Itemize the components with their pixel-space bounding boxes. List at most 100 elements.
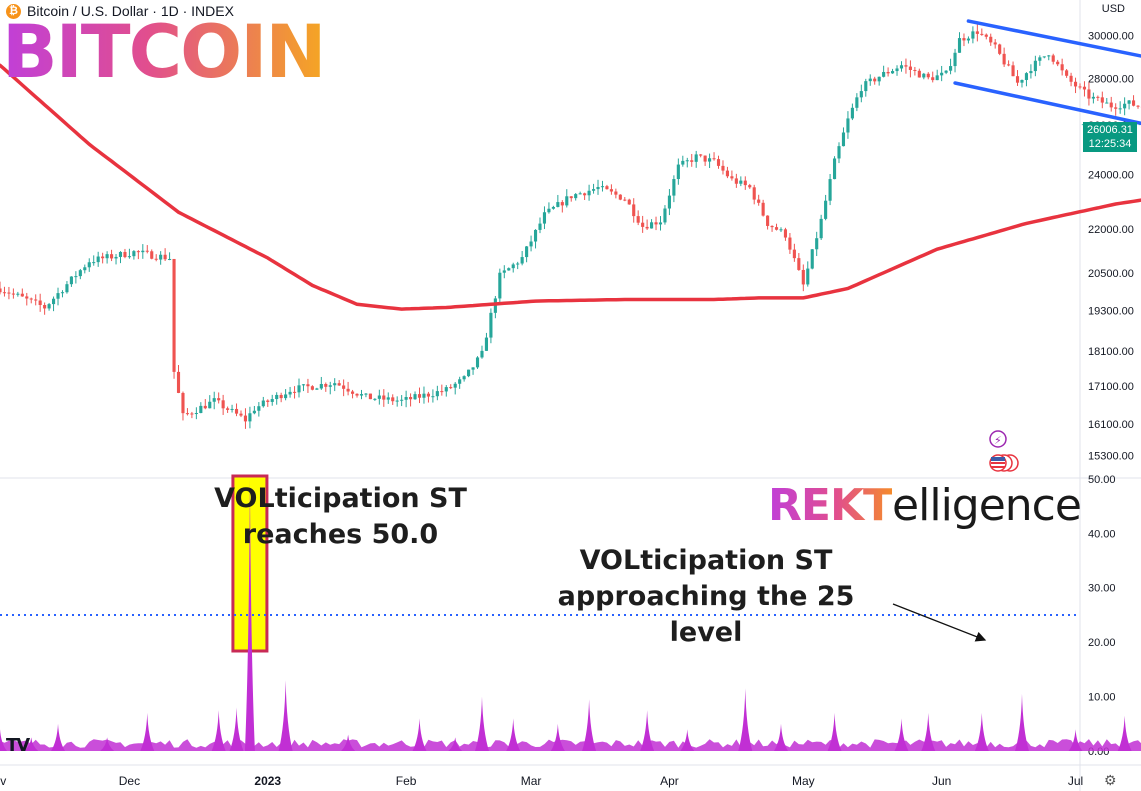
candle-body (1131, 100, 1136, 106)
candle-body (810, 249, 814, 269)
candle-body (891, 71, 895, 74)
volatility-spike (341, 734, 356, 751)
candle-body (145, 250, 149, 252)
candle-body (270, 399, 274, 402)
candle-body (96, 256, 100, 263)
candle-body (342, 385, 346, 389)
candle-body (663, 208, 667, 223)
candle-body (547, 208, 551, 213)
candle-body (87, 262, 91, 268)
candle-body (966, 38, 970, 41)
candle-body (150, 251, 154, 259)
price-tick-label: 22000.00 (1088, 224, 1134, 236)
candle-body (743, 180, 747, 186)
channel-upper-line (966, 19, 1141, 58)
candle-body (788, 237, 792, 250)
candle-body (574, 194, 578, 199)
candle-body (217, 398, 221, 401)
logo-part-elligence: elligence (892, 480, 1082, 531)
candle-body (1118, 108, 1122, 110)
candle-body (681, 160, 685, 165)
flag-stripe (991, 462, 1005, 464)
candle-body (632, 204, 636, 217)
candle-body (243, 415, 248, 422)
candle-body (1051, 55, 1055, 62)
symbol-header[interactable]: ₿ Bitcoin / U.S. Dollar · 1D · INDEX (0, 0, 234, 22)
candle-body (712, 158, 716, 160)
candle-body (993, 42, 997, 45)
symbol-line: Bitcoin / U.S. Dollar · 1D · INDEX (27, 3, 234, 19)
candle-body (560, 202, 564, 206)
candle-body (462, 376, 466, 380)
candle-body (774, 227, 779, 230)
candle-body (551, 206, 555, 209)
candle-body (328, 385, 332, 387)
candle-body (92, 262, 96, 264)
candle-body (351, 391, 355, 394)
candle-body (382, 395, 386, 400)
candle-body (176, 371, 181, 393)
flag-canton (991, 457, 1005, 461)
candle-body (962, 38, 966, 41)
candle-body (20, 293, 24, 297)
candle-body (645, 226, 649, 229)
vol-tick-label: 40.00 (1088, 528, 1116, 540)
time-tick-label: Jul (1068, 774, 1083, 788)
candle-body (1056, 61, 1060, 65)
volatility-spike (229, 707, 244, 751)
candle-body (1096, 96, 1100, 98)
time-tick-label: Mar (521, 774, 542, 788)
candle-body (1011, 65, 1015, 77)
candle-body (623, 199, 627, 201)
candle-body (444, 387, 448, 392)
candle-body (16, 293, 20, 295)
bar-countdown: 12:25:34 (1088, 138, 1132, 150)
candle-body (409, 397, 413, 400)
candle-body (221, 400, 225, 409)
vol-tick-label: 50.00 (1088, 474, 1116, 486)
candle-body (422, 393, 426, 398)
candle-body (38, 300, 42, 306)
time-tick-label: Feb (396, 774, 417, 788)
settings-gear-icon[interactable]: ⚙ (1104, 772, 1117, 788)
candle-body (587, 190, 591, 196)
candle-body (797, 258, 801, 270)
candle-body (65, 284, 69, 293)
candle-body (1047, 55, 1051, 57)
spike-annotation: VOLticipation ST reaches 50.0 (213, 481, 468, 553)
candle-body (694, 154, 698, 162)
price-tick-label: 24000.00 (1088, 170, 1134, 182)
candle-body (51, 298, 56, 305)
volatility-spike (412, 718, 427, 751)
volatility-spike (550, 723, 565, 751)
volatility-spike (100, 737, 115, 751)
candle-body (333, 383, 337, 386)
candle-body (908, 66, 912, 70)
candle-body (440, 391, 444, 393)
candle-body (114, 256, 118, 259)
approach-annotation-line2: approaching the 25 level (557, 581, 855, 648)
candle-body (600, 186, 605, 188)
candle-body (957, 38, 962, 53)
tradingview-watermark: TV (6, 735, 30, 756)
volatility-spike (921, 712, 936, 751)
candle-body (400, 399, 404, 401)
price-tick-label: 20500.00 (1088, 268, 1134, 280)
candle-body (373, 398, 377, 400)
currency-label[interactable]: USD (1101, 3, 1125, 15)
candle-body (2, 292, 7, 294)
candle-body (824, 200, 828, 219)
candle-body (181, 392, 185, 414)
candle-body (413, 394, 417, 400)
candle-body (185, 413, 189, 415)
candle-body (69, 276, 73, 285)
candle-body (650, 222, 654, 229)
candle-body (953, 52, 957, 67)
candle-body (359, 394, 364, 396)
candle-body (605, 186, 609, 190)
volatility-spike (140, 712, 155, 751)
candle-body (1087, 89, 1091, 99)
candle-body (940, 72, 944, 76)
candle-body (168, 258, 172, 260)
candle-body (208, 401, 212, 409)
